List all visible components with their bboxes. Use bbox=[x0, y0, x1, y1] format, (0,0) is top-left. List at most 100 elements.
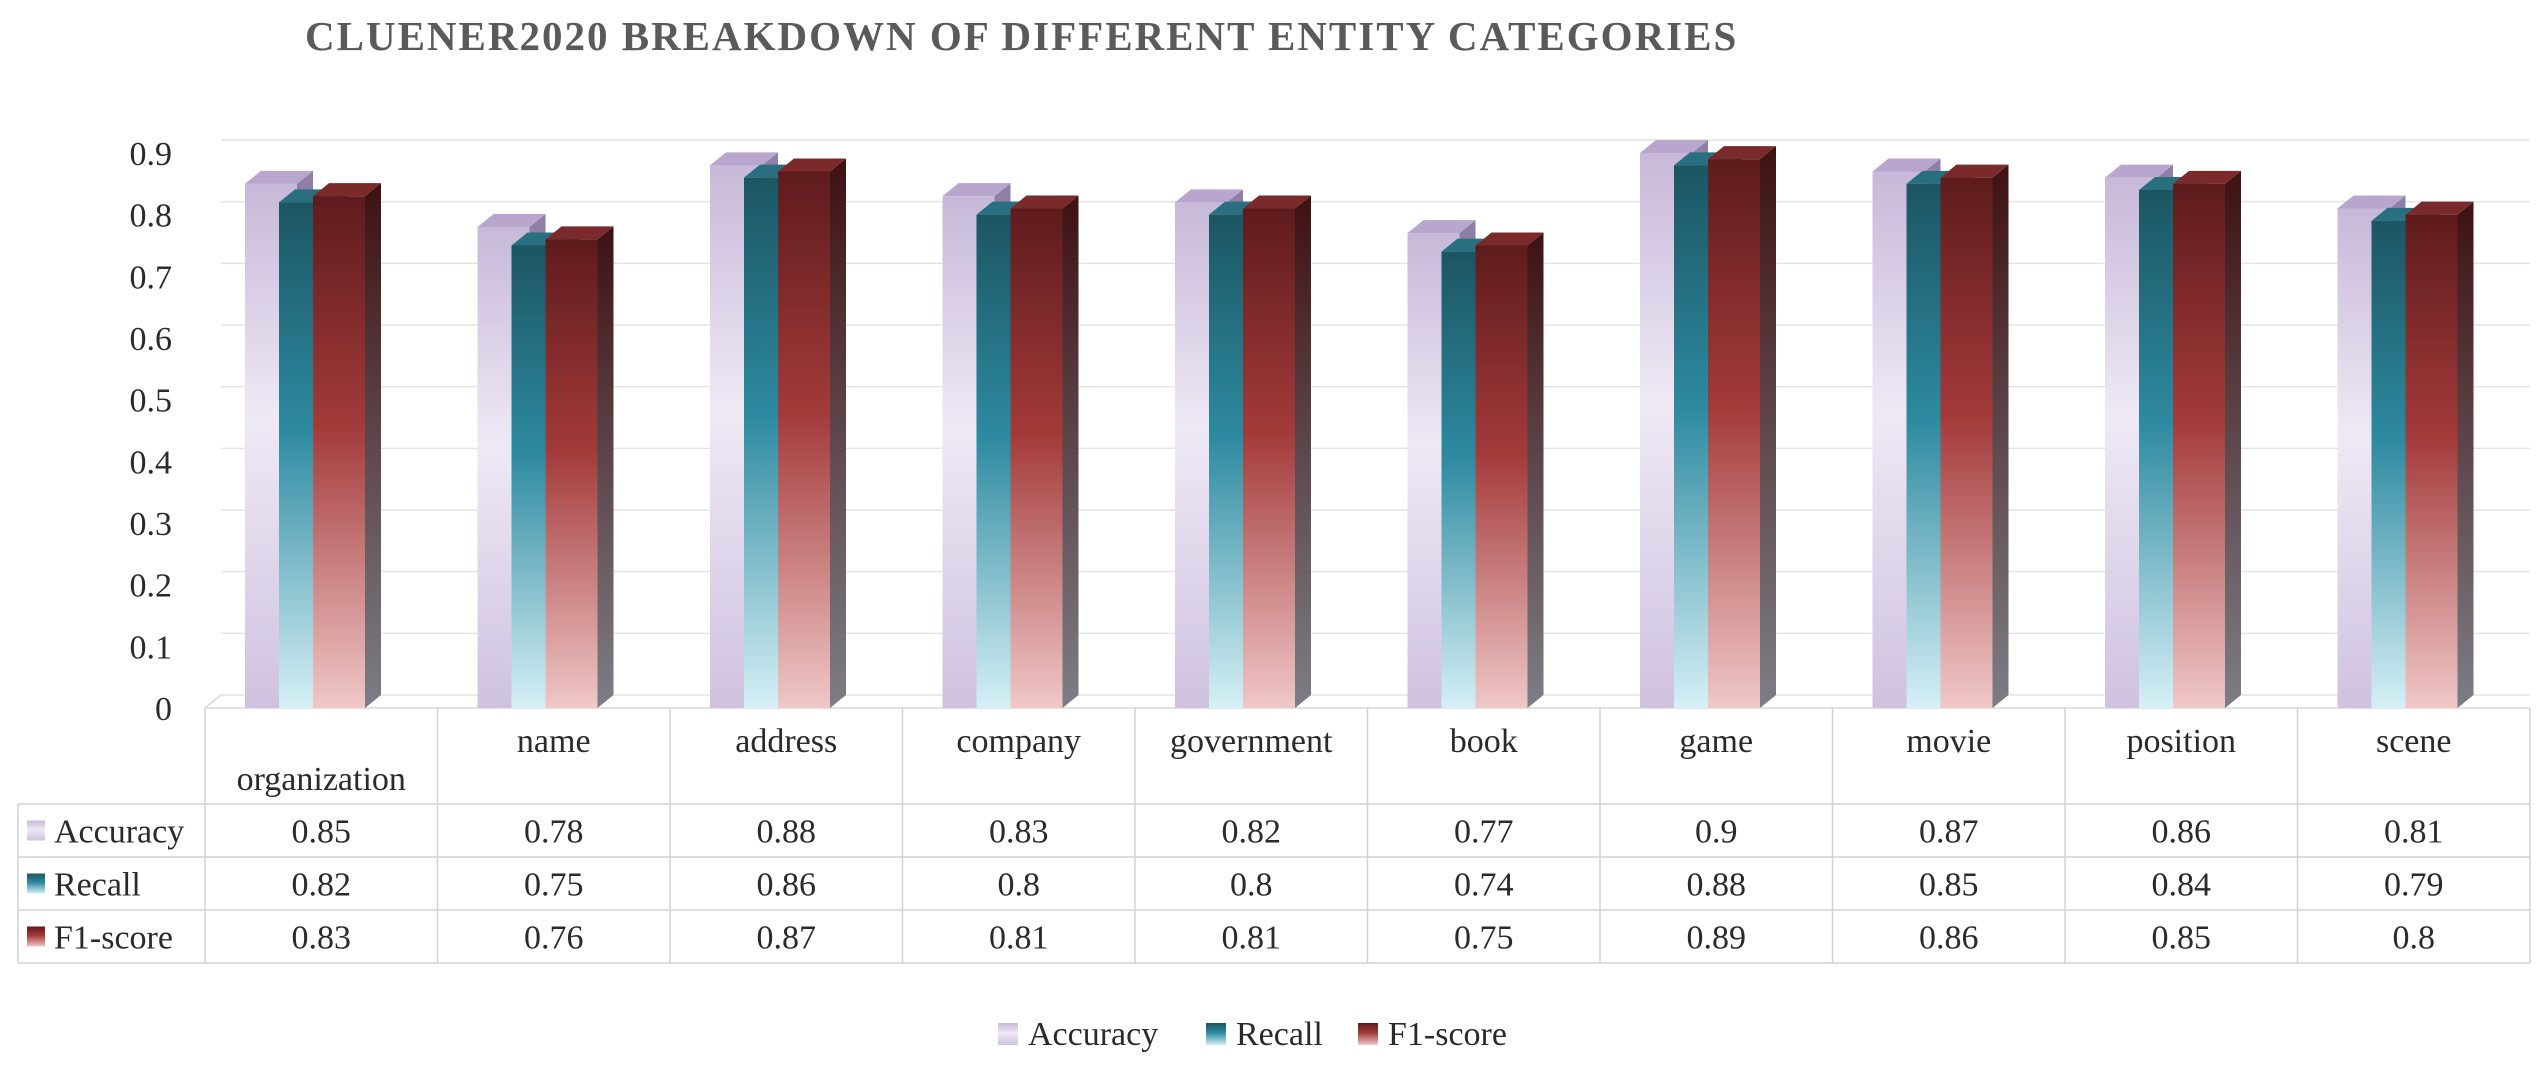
table-value: 0.82 bbox=[292, 867, 352, 904]
table-value: 0.83 bbox=[989, 814, 1049, 851]
bar-front bbox=[1243, 208, 1295, 708]
table-value: 0.86 bbox=[757, 867, 817, 904]
table-value: 0.87 bbox=[1919, 814, 1979, 851]
table-legend-key bbox=[27, 820, 45, 841]
bar-top bbox=[2405, 201, 2474, 215]
legend-swatch bbox=[1206, 1023, 1226, 1045]
bar-f1-score-address bbox=[778, 158, 846, 708]
table-value: 0.85 bbox=[2152, 920, 2212, 957]
bar-top bbox=[1010, 195, 1079, 209]
bar-f1-score-position bbox=[2173, 170, 2241, 709]
table-value: 0.75 bbox=[524, 867, 584, 904]
table-value: 0.78 bbox=[524, 814, 584, 851]
table-value: 0.85 bbox=[1919, 867, 1979, 904]
table-value: 0.74 bbox=[1454, 867, 1514, 904]
table-value: 0.83 bbox=[292, 920, 352, 957]
bar-front bbox=[1940, 177, 1993, 708]
legend-item-recall: Recall bbox=[1206, 1016, 1323, 1053]
table-value: 0.86 bbox=[2152, 814, 2212, 851]
y-tick-label: 0 bbox=[155, 691, 172, 728]
bar-side bbox=[1062, 195, 1079, 708]
x-category-label: scene bbox=[2376, 723, 2452, 760]
y-tick-label: 0.6 bbox=[130, 321, 173, 358]
table-value: 0.76 bbox=[524, 920, 584, 957]
x-category-label: name bbox=[517, 723, 591, 760]
table-value: 0.89 bbox=[1687, 920, 1747, 957]
legend-item-accuracy: Accuracy bbox=[998, 1016, 1158, 1053]
x-category-label: organization bbox=[237, 761, 406, 798]
bar-top bbox=[477, 214, 546, 227]
x-category-label: government bbox=[1170, 723, 1333, 760]
bar-top bbox=[710, 152, 778, 166]
bar-f1-score-company bbox=[1010, 195, 1079, 708]
legend-label: Recall bbox=[1236, 1016, 1323, 1053]
bar-top bbox=[1243, 195, 1311, 209]
bar-front bbox=[2405, 214, 2458, 708]
table-value: 0.85 bbox=[292, 814, 352, 851]
table-value: 0.8 bbox=[998, 867, 1041, 904]
bar-top bbox=[1940, 164, 2009, 178]
table-series-label: Recall bbox=[54, 867, 141, 904]
table-value: 0.8 bbox=[1230, 867, 1273, 904]
table-value: 0.8 bbox=[2393, 920, 2436, 957]
legend-label: Accuracy bbox=[1028, 1016, 1158, 1053]
legend-swatch bbox=[1358, 1023, 1378, 1045]
bar-top bbox=[2105, 164, 2173, 178]
table-value: 0.75 bbox=[1454, 920, 1514, 957]
bars-layer bbox=[245, 140, 2474, 709]
y-tick-label: 0.3 bbox=[130, 506, 173, 543]
legend-label: F1-score bbox=[1388, 1016, 1507, 1053]
bar-side bbox=[597, 226, 614, 709]
x-category-label: movie bbox=[1906, 723, 1991, 760]
x-category-label: company bbox=[956, 723, 1081, 760]
bar-top bbox=[1872, 158, 1941, 172]
bar-side bbox=[2225, 170, 2241, 709]
bar-top bbox=[1640, 140, 1708, 153]
table-value: 0.77 bbox=[1454, 814, 1514, 851]
chart-title: CLUENER2020 BREAKDOWN OF DIFFERENT ENTIT… bbox=[305, 13, 1739, 59]
y-tick-label: 0.2 bbox=[130, 568, 173, 605]
bar-f1-score-game bbox=[1708, 146, 1776, 708]
bar-side bbox=[1760, 146, 1776, 708]
bar-top bbox=[1407, 220, 1476, 234]
table-value: 0.88 bbox=[757, 814, 817, 851]
legend-item-f1-score: F1-score bbox=[1358, 1016, 1507, 1053]
y-tick-label: 0.9 bbox=[130, 136, 173, 173]
bar-top bbox=[545, 226, 614, 240]
bar-top bbox=[942, 183, 1011, 197]
bar-front bbox=[1708, 159, 1760, 708]
table-value: 0.81 bbox=[989, 920, 1049, 957]
bar-front bbox=[1010, 208, 1063, 708]
bar-f1-score-scene bbox=[2405, 201, 2474, 708]
bar-side bbox=[2457, 201, 2474, 708]
y-tick-label: 0.7 bbox=[130, 259, 173, 296]
bar-top bbox=[1175, 189, 1243, 203]
bar-top bbox=[1475, 232, 1544, 246]
table-value: 0.88 bbox=[1687, 867, 1747, 904]
y-tick-label: 0.5 bbox=[130, 383, 173, 420]
table-value: 0.82 bbox=[1222, 814, 1282, 851]
bar-front bbox=[778, 171, 830, 708]
table-value: 0.87 bbox=[757, 920, 817, 957]
data-table: organization name address company government… bbox=[17, 708, 2531, 964]
bar-front bbox=[1475, 245, 1528, 708]
table-legend-key bbox=[27, 926, 45, 947]
bar-f1-score-name bbox=[545, 226, 614, 709]
bar-top bbox=[313, 183, 381, 197]
legend: Accuracy Recall F1-score bbox=[998, 1016, 1507, 1053]
bar-top bbox=[1708, 146, 1776, 160]
bar-top bbox=[245, 170, 313, 184]
table-value: 0.81 bbox=[1222, 920, 1282, 957]
bar-f1-score-government bbox=[1243, 195, 1311, 708]
table-value: 0.79 bbox=[2384, 867, 2444, 904]
bar-f1-score-organization bbox=[313, 183, 381, 708]
bar-f1-score-movie bbox=[1940, 164, 2009, 708]
y-tick-label: 0.1 bbox=[130, 629, 173, 666]
floor-edge bbox=[204, 694, 222, 709]
bar-front bbox=[545, 239, 598, 709]
bar-top bbox=[778, 158, 846, 172]
table-series-label: F1-score bbox=[54, 920, 173, 957]
x-category-label: position bbox=[2126, 723, 2236, 760]
bar-top bbox=[2337, 195, 2406, 209]
